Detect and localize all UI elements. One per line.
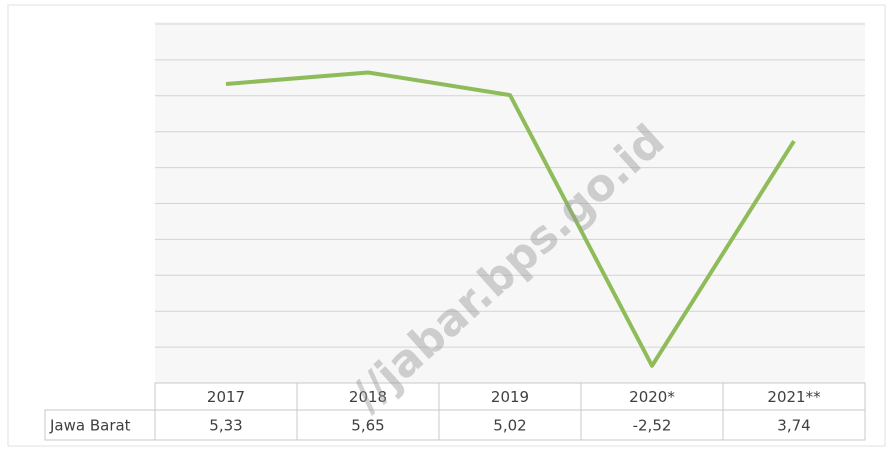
chart: 2017201820192020*2021**Jawa Barat5,335,6… <box>0 0 893 452</box>
data-label: 5,02 <box>493 417 526 435</box>
plot-area <box>155 22 865 383</box>
data-label: 3,74 <box>777 417 810 435</box>
data-label: 5,33 <box>209 417 242 435</box>
data-label: -2,52 <box>633 417 672 435</box>
data-label: 5,65 <box>351 417 384 435</box>
x-tick-label: 2020* <box>629 388 675 406</box>
x-tick-label: 2017 <box>207 388 245 406</box>
x-tick-label: 2019 <box>491 388 529 406</box>
legend-label: Jawa Barat <box>49 417 131 435</box>
x-tick-label: 2021** <box>767 388 821 406</box>
